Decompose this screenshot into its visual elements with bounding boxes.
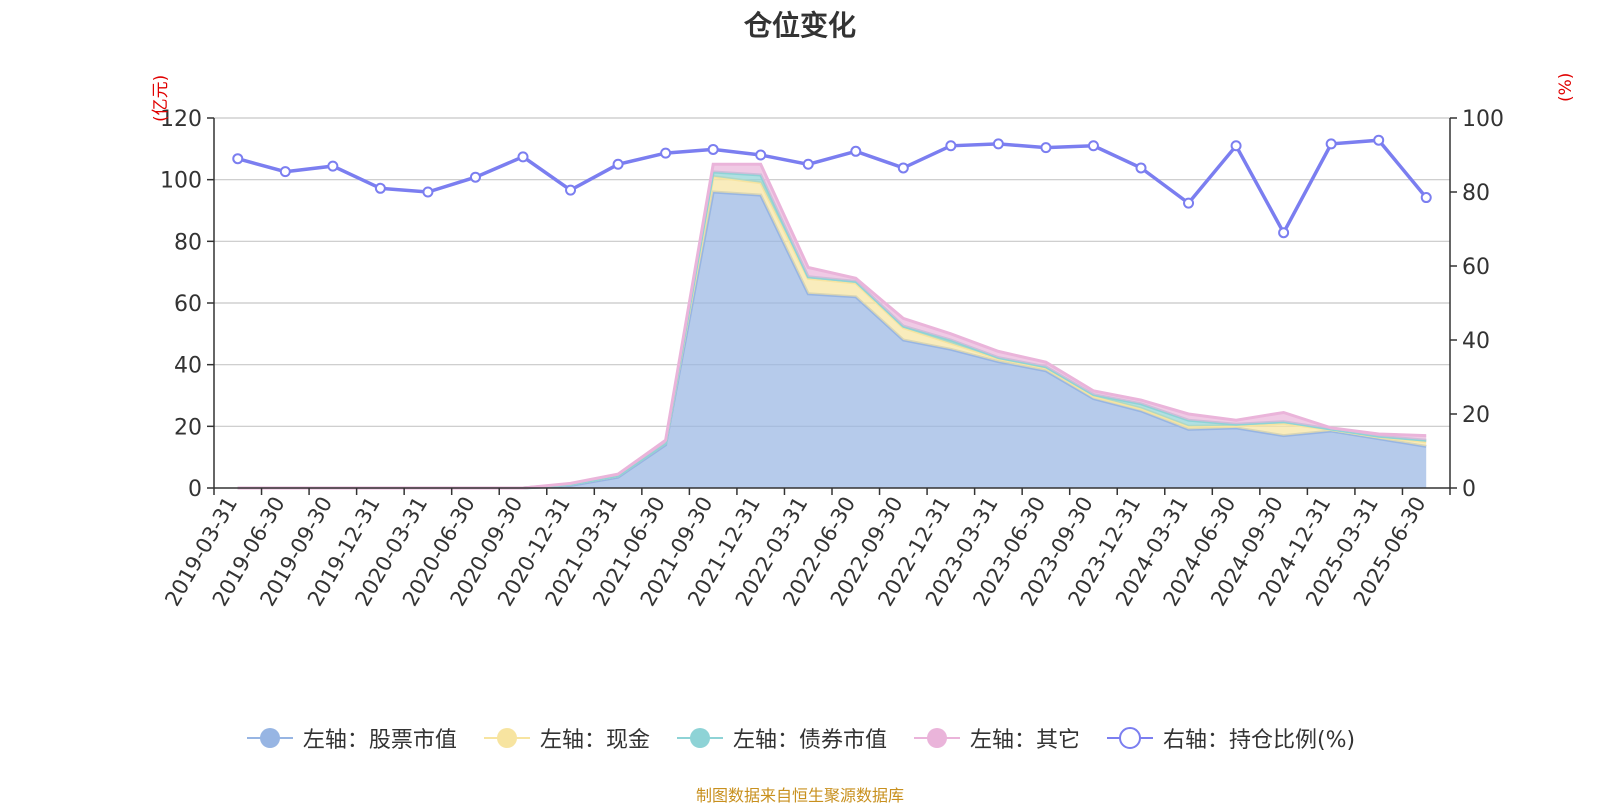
legend-bond-marker-icon — [676, 728, 723, 748]
legend-label-bond: 左轴：债券市值 — [732, 728, 887, 753]
holding-ratio-point — [802, 158, 814, 170]
holding-ratio-point — [850, 145, 862, 157]
left-axis-tick-label: 120 — [160, 107, 202, 132]
left-axis-tick-label: 80 — [174, 230, 202, 255]
holding-ratio-point — [279, 166, 291, 178]
legend-item-stock[interactable]: 左轴：股票市值 — [245, 722, 457, 754]
data-source-note: 制图数据来自恒生聚源数据库 — [695, 786, 904, 805]
left-axis-tick-label: 0 — [188, 477, 202, 502]
holding-ratio-point — [517, 151, 529, 163]
legend-cash-marker-icon — [483, 728, 530, 748]
legend-label-stock: 左轴：股票市值 — [302, 728, 457, 753]
holding-ratio-point — [469, 171, 481, 183]
holding-ratio-point — [755, 149, 767, 161]
left-axis-tick-label: 100 — [160, 169, 202, 194]
holding-ratio-point — [1135, 162, 1147, 174]
legend-stock-marker-icon — [246, 728, 293, 748]
right-axis-tick-label: 60 — [1462, 255, 1490, 280]
holding-ratio-point — [1230, 140, 1242, 152]
chart-title: 仓位变化 — [743, 9, 856, 42]
holding-ratio-point — [327, 160, 339, 172]
legend-item-other[interactable]: 左轴：其它 — [912, 722, 1080, 754]
left-axis-unit: (亿元) — [151, 74, 171, 122]
holding-ratio-point — [1278, 227, 1290, 239]
legend: 左轴：股票市值 左轴：现金 左轴：债券市值 左轴：其它 右轴：持仓比例(%) — [0, 722, 1600, 756]
holding-ratio-point — [660, 147, 672, 159]
holding-ratio-point — [707, 143, 719, 155]
holding-ratio-point — [612, 158, 624, 170]
right-axis-tick-label: 100 — [1462, 107, 1504, 132]
holding-ratio-point — [1183, 197, 1195, 209]
holding-ratio-point — [945, 140, 957, 152]
holding-ratio-point — [374, 182, 386, 194]
holding-ratio-point — [565, 184, 577, 196]
holding-ratio-point — [992, 138, 1004, 150]
right-axis-unit: (%) — [1556, 72, 1576, 102]
right-axis-tick-label: 80 — [1462, 181, 1490, 206]
legend-item-cash[interactable]: 左轴：现金 — [482, 722, 650, 754]
legend-label-ratio: 右轴：持仓比例(%) — [1162, 728, 1356, 753]
holding-ratio-point — [1325, 138, 1337, 150]
holding-ratio-point — [1420, 192, 1432, 204]
right-axis-tick-label: 0 — [1462, 477, 1476, 502]
left-axis-tick-label: 40 — [174, 354, 202, 379]
right-axis-tick-label: 40 — [1462, 329, 1490, 354]
legend-item-bond[interactable]: 左轴：债券市值 — [675, 722, 887, 754]
legend-label-cash: 左轴：现金 — [539, 728, 650, 753]
legend-ratio-marker-icon — [1106, 727, 1153, 749]
holding-ratio-line — [237, 138, 1428, 237]
left-axis-tick-label: 60 — [174, 292, 202, 317]
holding-ratio-point — [1373, 134, 1385, 146]
legend-label-other: 左轴：其它 — [969, 728, 1080, 753]
holding-ratio-point — [1040, 142, 1052, 154]
holding-ratio-point — [897, 162, 909, 174]
holding-ratio-point — [1087, 140, 1099, 152]
area-series-0 — [237, 192, 1427, 488]
legend-item-ratio[interactable]: 右轴：持仓比例(%) — [1105, 722, 1355, 754]
holding-ratio-point — [232, 153, 244, 165]
left-axis-tick-label: 20 — [174, 415, 202, 440]
holding-ratio-point — [422, 186, 434, 198]
legend-other-marker-icon — [913, 728, 960, 748]
right-axis-tick-label: 20 — [1462, 403, 1490, 428]
